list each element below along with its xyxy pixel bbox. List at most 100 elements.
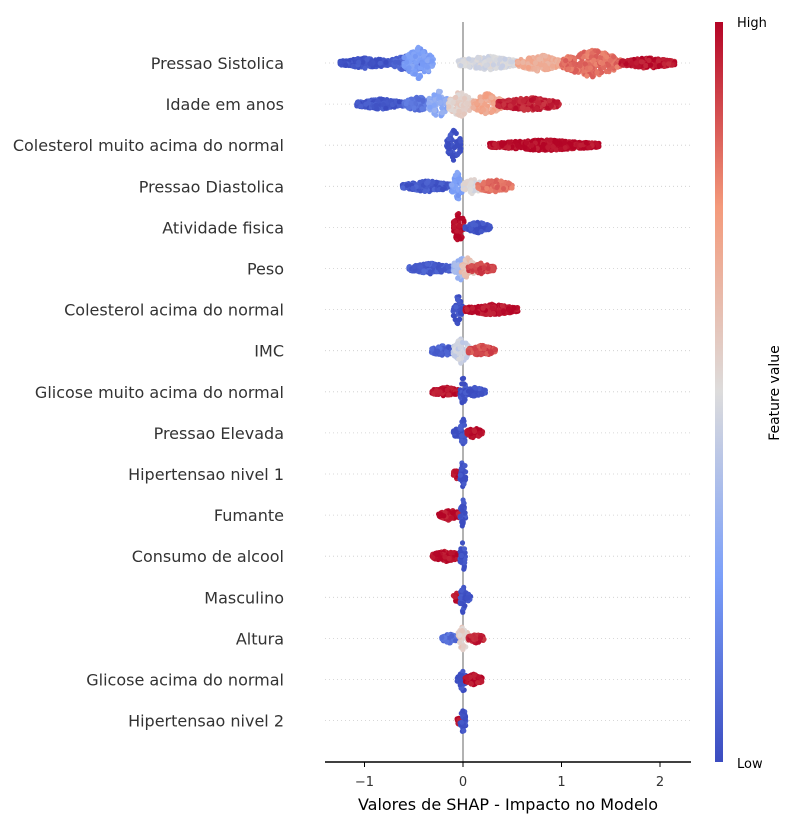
shap-point: [450, 313, 456, 319]
shap-point: [514, 142, 520, 148]
shap-point: [459, 433, 465, 439]
shap-point: [586, 145, 592, 151]
shap-point: [490, 62, 496, 68]
shap-point: [414, 47, 421, 53]
shap-point: [456, 317, 462, 323]
shap-point: [477, 430, 483, 436]
shap-point: [562, 139, 568, 146]
shap-point: [614, 64, 620, 70]
shap-point: [367, 61, 373, 67]
shap-point: [410, 185, 416, 191]
shap-point: [486, 57, 492, 63]
shap-point: [457, 425, 463, 431]
shap-point: [542, 63, 548, 69]
shap-point: [563, 58, 569, 64]
shap-point: [439, 110, 445, 116]
shap-point: [455, 213, 461, 219]
shap-point: [468, 388, 474, 394]
shap-point: [395, 59, 402, 65]
shap-point: [427, 269, 433, 275]
shap-point: [541, 101, 547, 107]
shap-point: [605, 62, 612, 68]
shap-point: [492, 346, 498, 353]
shap-point: [472, 428, 478, 434]
shap-point: [604, 54, 610, 60]
shap-point: [459, 400, 465, 406]
shap-point: [396, 99, 402, 105]
shap-point: [490, 305, 496, 311]
shap-point: [502, 56, 508, 62]
shap-point: [467, 187, 474, 193]
shap-point: [356, 59, 362, 65]
shap-point: [480, 305, 486, 311]
shap-point: [600, 60, 606, 66]
shap-point: [607, 57, 613, 63]
shap-point: [492, 141, 498, 147]
shap-point: [470, 392, 476, 399]
shap-point: [453, 304, 459, 310]
shap-point: [460, 263, 466, 269]
shap-point: [525, 106, 531, 112]
shap-point: [633, 60, 639, 66]
shap-point: [573, 67, 580, 73]
shap-point: [457, 236, 463, 242]
shap-point: [383, 59, 389, 65]
shap-point: [542, 53, 549, 59]
shap-point: [337, 59, 343, 65]
shap-point: [487, 311, 493, 317]
shap-point: [499, 142, 505, 149]
shap-point: [647, 62, 654, 68]
shap-point: [454, 152, 461, 158]
shap-point: [425, 178, 431, 184]
shap-point: [363, 101, 369, 107]
shap-point: [445, 264, 451, 270]
shap-point: [457, 472, 463, 478]
shap-point: [449, 154, 456, 160]
shap-point: [462, 95, 468, 101]
shap-point: [595, 49, 601, 55]
shap-point: [462, 63, 468, 69]
shap-point: [525, 56, 531, 62]
shap-point: [412, 53, 418, 60]
shap-point: [468, 263, 474, 269]
shap-point: [478, 391, 485, 397]
shap-point: [494, 184, 500, 191]
shap-point: [520, 105, 526, 111]
shap-point: [403, 101, 409, 107]
shap-point: [597, 54, 604, 60]
shap-point: [455, 297, 461, 303]
shap-point: [461, 481, 467, 487]
shap-point: [406, 65, 412, 71]
row-grid-lines: [325, 62, 691, 721]
shap-point: [464, 100, 470, 106]
shap-point: [457, 345, 463, 351]
shap-point: [451, 268, 457, 274]
shap-point: [445, 141, 452, 147]
shap-point: [655, 58, 662, 64]
shap-point: [480, 220, 486, 227]
shap-point: [488, 95, 494, 101]
shap-point: [343, 62, 349, 68]
shap-point: [590, 74, 596, 80]
shap-point: [431, 92, 437, 98]
shap-point: [536, 56, 542, 62]
shap-point: [411, 105, 417, 111]
shap-point: [453, 130, 459, 136]
shap-point: [582, 61, 588, 67]
shap-point: [449, 182, 455, 188]
shap-point: [500, 186, 507, 192]
shap-point: [528, 97, 534, 103]
shap-point: [452, 469, 458, 475]
shap-point: [666, 61, 672, 67]
shap-point: [450, 99, 456, 105]
shap-point: [424, 64, 430, 70]
shap-point: [354, 99, 361, 105]
shap-point: [424, 261, 431, 267]
shap-point: [421, 268, 427, 274]
shap-point: [656, 63, 662, 69]
shap-points: [337, 44, 678, 734]
shap-point: [438, 268, 445, 274]
shap-point: [419, 106, 425, 112]
shap-point: [558, 146, 564, 152]
shap-point: [509, 185, 515, 191]
